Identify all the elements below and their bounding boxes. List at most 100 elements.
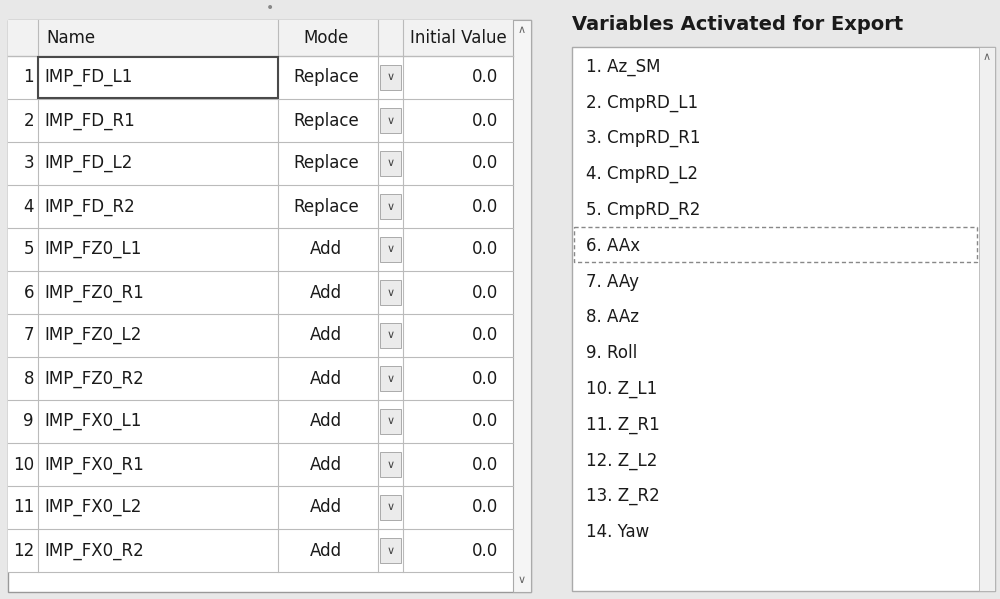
- Text: 10: 10: [13, 455, 34, 473]
- Text: 4: 4: [24, 198, 34, 216]
- Bar: [8, 20, 513, 56]
- Text: Add: Add: [310, 370, 342, 388]
- Text: 9: 9: [24, 413, 34, 431]
- Bar: [8, 443, 513, 486]
- Bar: [979, 47, 995, 591]
- Bar: [8, 99, 513, 142]
- Text: 0.0: 0.0: [472, 198, 498, 216]
- Text: 8. AAz: 8. AAz: [586, 308, 639, 326]
- Text: 7. AAy: 7. AAy: [586, 273, 639, 291]
- Text: IMP_FD_R1: IMP_FD_R1: [44, 111, 135, 129]
- Bar: [380, 237, 401, 262]
- Bar: [513, 20, 531, 592]
- Text: 0.0: 0.0: [472, 370, 498, 388]
- Bar: [8, 529, 513, 572]
- Text: ∨: ∨: [386, 503, 395, 513]
- Bar: [8, 228, 513, 271]
- Text: IMP_FZ0_L2: IMP_FZ0_L2: [44, 326, 141, 344]
- Text: 0.0: 0.0: [472, 498, 498, 516]
- Text: Mode: Mode: [303, 29, 349, 47]
- Text: 0.0: 0.0: [472, 241, 498, 259]
- Text: 13. Z_R2: 13. Z_R2: [586, 488, 660, 506]
- Text: Initial Value: Initial Value: [410, 29, 506, 47]
- Text: Replace: Replace: [293, 111, 359, 129]
- Bar: [8, 185, 513, 228]
- Text: ∨: ∨: [386, 416, 395, 426]
- Text: 11: 11: [13, 498, 34, 516]
- Text: 14. Yaw: 14. Yaw: [586, 523, 649, 541]
- Text: 12. Z_L2: 12. Z_L2: [586, 452, 657, 470]
- Text: Add: Add: [310, 455, 342, 473]
- Bar: [8, 486, 513, 529]
- Text: 6: 6: [24, 283, 34, 301]
- Bar: [380, 152, 401, 176]
- Text: IMP_FD_L1: IMP_FD_L1: [44, 68, 132, 86]
- Text: 3: 3: [23, 155, 34, 173]
- Text: 12: 12: [13, 541, 34, 559]
- Text: ∨: ∨: [386, 331, 395, 340]
- Bar: [380, 539, 401, 562]
- Text: IMP_FX0_L1: IMP_FX0_L1: [44, 413, 141, 431]
- Text: Add: Add: [310, 283, 342, 301]
- Bar: [380, 410, 401, 434]
- Text: IMP_FZ0_L1: IMP_FZ0_L1: [44, 241, 141, 259]
- Text: IMP_FZ0_R2: IMP_FZ0_R2: [44, 370, 144, 388]
- Text: 6. AAx: 6. AAx: [586, 237, 640, 255]
- Bar: [380, 195, 401, 219]
- Text: 9. Roll: 9. Roll: [586, 344, 637, 362]
- Text: Name: Name: [46, 29, 95, 47]
- Text: 10. Z_L1: 10. Z_L1: [586, 380, 657, 398]
- Bar: [38, 57, 278, 98]
- Bar: [8, 314, 513, 357]
- Bar: [8, 271, 513, 314]
- Text: 0.0: 0.0: [472, 413, 498, 431]
- Text: ∧: ∧: [983, 52, 991, 62]
- Text: 0.0: 0.0: [472, 283, 498, 301]
- Bar: [380, 495, 401, 519]
- Bar: [8, 142, 513, 185]
- Bar: [380, 108, 401, 132]
- Text: ∨: ∨: [386, 244, 395, 255]
- Bar: [380, 367, 401, 391]
- Text: 11. Z_R1: 11. Z_R1: [586, 416, 660, 434]
- Text: 7: 7: [24, 326, 34, 344]
- Text: 0.0: 0.0: [472, 455, 498, 473]
- Text: ∨: ∨: [386, 159, 395, 168]
- Bar: [8, 400, 513, 443]
- Bar: [380, 280, 401, 304]
- Text: Replace: Replace: [293, 155, 359, 173]
- Text: 5: 5: [24, 241, 34, 259]
- Text: Add: Add: [310, 413, 342, 431]
- Bar: [8, 56, 513, 99]
- Text: 0.0: 0.0: [472, 541, 498, 559]
- Text: Replace: Replace: [293, 68, 359, 86]
- Text: 3. CmpRD_R1: 3. CmpRD_R1: [586, 129, 700, 147]
- Text: IMP_FD_R2: IMP_FD_R2: [44, 198, 135, 216]
- Text: 1: 1: [23, 68, 34, 86]
- Bar: [574, 227, 977, 262]
- Bar: [380, 323, 401, 347]
- Text: 0.0: 0.0: [472, 155, 498, 173]
- Text: Variables Activated for Export: Variables Activated for Export: [572, 15, 903, 34]
- Bar: [8, 20, 531, 592]
- Text: IMP_FD_L2: IMP_FD_L2: [44, 155, 132, 173]
- Text: IMP_FX0_R2: IMP_FX0_R2: [44, 541, 144, 559]
- Text: 4. CmpRD_L2: 4. CmpRD_L2: [586, 165, 698, 183]
- Text: ∨: ∨: [386, 72, 395, 83]
- Text: ∨: ∨: [386, 201, 395, 211]
- Bar: [8, 357, 513, 400]
- Text: IMP_FX0_L2: IMP_FX0_L2: [44, 498, 141, 516]
- Text: Add: Add: [310, 241, 342, 259]
- Text: 0.0: 0.0: [472, 111, 498, 129]
- Text: Add: Add: [310, 498, 342, 516]
- Text: Replace: Replace: [293, 198, 359, 216]
- Text: ∨: ∨: [518, 575, 526, 585]
- Text: 5. CmpRD_R2: 5. CmpRD_R2: [586, 201, 700, 219]
- Text: Add: Add: [310, 326, 342, 344]
- Text: 0.0: 0.0: [472, 326, 498, 344]
- Text: ∧: ∧: [518, 25, 526, 35]
- Text: 1. Az_SM: 1. Az_SM: [586, 58, 660, 76]
- Text: ∨: ∨: [386, 116, 395, 126]
- Bar: [380, 65, 401, 89]
- Text: 8: 8: [24, 370, 34, 388]
